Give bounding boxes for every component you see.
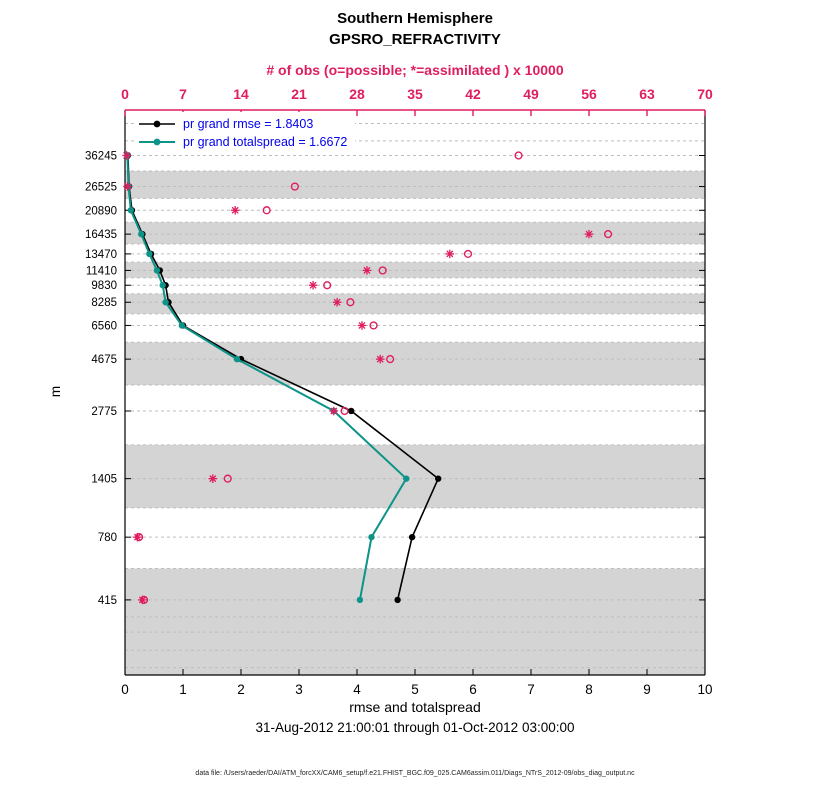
svg-text:3: 3	[295, 682, 303, 697]
svg-text:13470: 13470	[85, 249, 117, 261]
svg-text:9830: 9830	[91, 280, 117, 292]
svg-text:0: 0	[121, 682, 129, 697]
legend-row-totalspread: pr grand totalspread = 1.6672	[138, 133, 347, 151]
data-file-path: data file: /Users/raeder/DAI/ATM_forcXX/…	[195, 770, 635, 777]
gridlines	[125, 123, 705, 669]
svg-text:63: 63	[639, 86, 655, 102]
svg-text:14: 14	[233, 86, 249, 102]
plot-title-line1: Southern Hemisphere	[337, 10, 493, 27]
svg-text:70: 70	[697, 86, 713, 102]
svg-text:780: 780	[98, 532, 117, 544]
svg-text:4: 4	[353, 682, 361, 697]
svg-text:36245: 36245	[85, 151, 117, 163]
svg-text:6: 6	[469, 682, 477, 697]
legend-spread-line-icon	[139, 138, 175, 146]
obs-circle-markers	[134, 151, 613, 604]
svg-text:20890: 20890	[85, 205, 117, 217]
obs-asterisk-markers	[122, 151, 594, 605]
svg-text:8: 8	[585, 682, 593, 697]
svg-text:28: 28	[349, 86, 365, 102]
axes-box	[124, 109, 706, 676]
plot-title-line2: GPSRO_REFRACTIVITY	[329, 31, 501, 48]
svg-text:415: 415	[98, 595, 117, 607]
svg-text:2775: 2775	[91, 406, 117, 418]
svg-text:56: 56	[581, 86, 597, 102]
top-axis-label: # of obs (o=possible; *=assimilated ) x …	[266, 62, 564, 78]
date-range-label: 31-Aug-2012 21:00:01 through 01-Oct-2012…	[255, 720, 575, 735]
svg-text:1: 1	[179, 682, 187, 697]
svg-text:26525: 26525	[85, 182, 117, 194]
svg-text:11410: 11410	[86, 265, 117, 277]
svg-text:0: 0	[121, 86, 129, 102]
svg-text:5: 5	[411, 682, 419, 697]
svg-text:35: 35	[407, 86, 423, 102]
svg-text:2: 2	[237, 682, 245, 697]
svg-text:6560: 6560	[91, 320, 117, 332]
svg-text:7: 7	[527, 682, 535, 697]
svg-text:42: 42	[465, 86, 481, 102]
legend: pr grand rmse = 1.8403 pr grand totalspr…	[134, 112, 356, 154]
x-axis-label: rmse and totalspread	[349, 699, 481, 715]
svg-text:9: 9	[643, 682, 651, 697]
y-axis-label: m	[48, 385, 64, 398]
svg-text:8285: 8285	[91, 297, 117, 309]
tick-labels: 0 1 2 3 4 5 6 7 8 9 100 7 14 21 28 35 42 49 56 63 7036245265…	[85, 86, 713, 697]
legend-rmse-label: pr grand rmse = 1.8403	[183, 117, 314, 131]
svg-text:49: 49	[523, 86, 539, 102]
svg-text:4675: 4675	[91, 354, 117, 366]
legend-spread-label: pr grand totalspread = 1.6672	[183, 135, 348, 149]
shaded-bands	[125, 171, 705, 675]
svg-text:1405: 1405	[91, 474, 117, 486]
svg-text:7: 7	[179, 86, 187, 102]
svg-text:10: 10	[697, 682, 712, 697]
legend-row-rmse: pr grand rmse = 1.8403	[138, 115, 347, 133]
axis-ticks	[124, 110, 706, 675]
svg-text:16435: 16435	[85, 229, 117, 241]
legend-rmse-line-icon	[139, 120, 175, 128]
svg-text:21: 21	[291, 86, 307, 102]
